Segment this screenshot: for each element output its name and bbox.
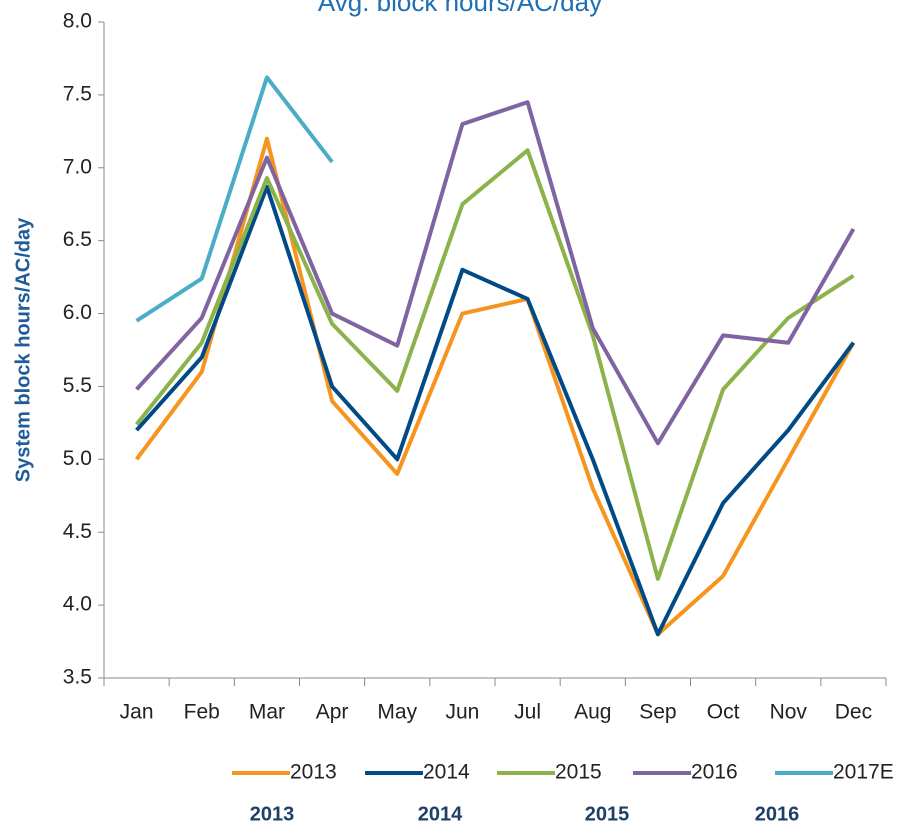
y-tick-label: 4.0 <box>63 593 92 616</box>
y-tick-label: 8.0 <box>63 10 92 33</box>
y-tick-label: 7.0 <box>63 155 92 178</box>
x-tick-label: Apr <box>316 701 349 724</box>
y-tick-label: 4.5 <box>63 520 92 543</box>
legend-label: 2016 <box>691 761 738 784</box>
x-tick-label: Nov <box>770 701 808 724</box>
x-tick-label: May <box>377 701 417 724</box>
annotation: 2016 <box>755 803 800 825</box>
y-tick-label: 6.5 <box>63 228 92 251</box>
x-tick-label: Oct <box>707 701 740 724</box>
annotation: 2013 <box>250 803 295 825</box>
legend-label: 2014 <box>423 761 470 784</box>
x-tick-label: Dec <box>835 701 872 724</box>
x-tick-label: Aug <box>574 701 611 724</box>
x-tick-label: Jan <box>120 701 154 724</box>
x-tick-label: Mar <box>249 701 285 724</box>
annotation: 2015 <box>585 803 630 825</box>
y-tick-label: 7.5 <box>63 82 92 105</box>
x-tick-label: Jul <box>514 701 541 724</box>
series-line <box>134 136 856 637</box>
y-tick-label: 5.0 <box>63 447 92 470</box>
legend-label: 2013 <box>290 761 337 784</box>
x-tick-label: Feb <box>184 701 220 724</box>
y-tick-label: 6.0 <box>63 301 92 324</box>
x-tick-label: Sep <box>639 701 676 724</box>
series-line <box>135 75 334 323</box>
x-tick-label: Jun <box>445 701 479 724</box>
y-axis-label: System block hours/AC/day <box>12 217 34 482</box>
annotation: 2014 <box>418 803 463 825</box>
legend-label: 2017E <box>833 761 894 784</box>
legend-label: 2015 <box>555 761 602 784</box>
y-tick-label: 5.5 <box>63 374 92 397</box>
y-tick-label: 3.5 <box>63 666 92 689</box>
series-line <box>135 100 856 446</box>
series-line <box>135 148 855 581</box>
series-line <box>135 184 856 637</box>
chart-title: Avg. block hours/AC/day <box>318 0 602 17</box>
